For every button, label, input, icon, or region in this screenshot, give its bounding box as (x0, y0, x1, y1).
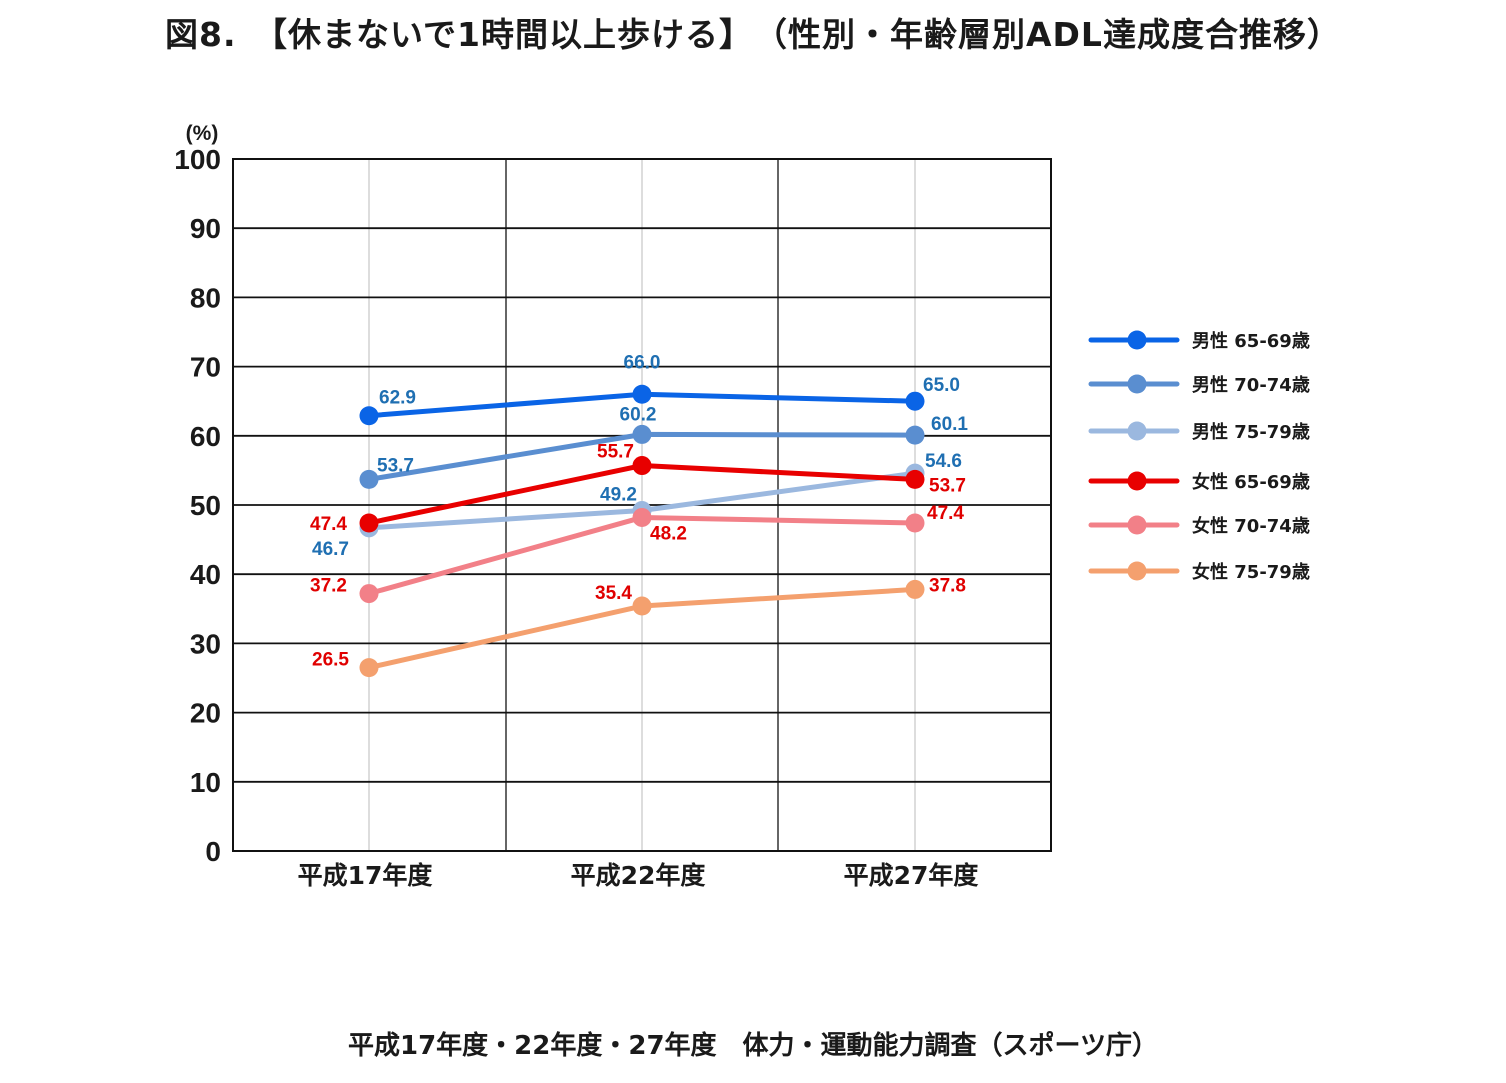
legend-label: 男性 70-74歳 (1192, 374, 1310, 396)
legend-item: 女性 65-69歳 (1088, 471, 1310, 493)
legend-item: 女性 75-79歳 (1088, 561, 1310, 583)
data-label: 46.7 (312, 539, 349, 560)
y-tick-label: 100 (174, 144, 221, 175)
data-point (905, 425, 925, 445)
legend-marker (1127, 561, 1147, 581)
legend-marker (1127, 374, 1147, 394)
legend-marker (1127, 421, 1147, 441)
y-tick-label: 20 (190, 698, 221, 729)
data-label: 62.9 (379, 388, 416, 409)
y-tick-label: 90 (190, 213, 221, 244)
data-point (632, 384, 652, 404)
series-4 (359, 456, 925, 533)
legend-label: 女性 65-69歳 (1192, 471, 1310, 493)
y-tick-label: 60 (190, 421, 221, 452)
data-label: 53.7 (929, 475, 966, 496)
data-labels: 62.9 66.0 65.0 53.7 60.2 60.1 46.7 49.2 54.6 47.4… (310, 352, 968, 670)
data-label: 49.2 (600, 485, 637, 506)
y-tick-label: 40 (190, 559, 221, 590)
series-group (359, 384, 925, 678)
data-label: 55.7 (597, 442, 634, 463)
plot-frame (232, 158, 1052, 852)
data-point (359, 658, 379, 678)
data-point (905, 391, 925, 411)
series-1 (359, 384, 925, 426)
legend-item: 男性 70-74歳 (1088, 374, 1310, 396)
data-label: 53.7 (377, 455, 414, 476)
data-label: 60.2 (620, 404, 657, 425)
legend-item: 男性 65-69歳 (1088, 330, 1310, 352)
data-label: 26.5 (312, 650, 349, 671)
data-label: 35.4 (595, 583, 632, 604)
data-label: 66.0 (624, 352, 661, 373)
legend-label: 男性 75-79歳 (1192, 421, 1310, 443)
x-tick-label: 平成17年度 (298, 861, 433, 890)
series-2 (359, 424, 925, 489)
legend-label: 女性 70-74歳 (1192, 515, 1310, 537)
data-point (905, 513, 925, 533)
data-label: 37.2 (310, 576, 347, 597)
chart-title: 図8. 【休まないで1時間以上歩ける】 （性別・年齢層別ADL達成度合推移） (165, 15, 1341, 54)
data-point (359, 469, 379, 489)
x-tick-label: 平成27年度 (844, 861, 979, 890)
data-point (632, 456, 652, 476)
y-tick-label: 70 (190, 352, 221, 383)
data-point (632, 424, 652, 444)
legend-label: 女性 75-79歳 (1192, 561, 1310, 583)
legend-item: 男性 75-79歳 (1088, 421, 1310, 443)
series-6 (359, 579, 925, 678)
legend-marker (1127, 515, 1147, 535)
legend-marker (1127, 471, 1147, 491)
y-tick-label: 50 (190, 490, 221, 521)
x-tick-label: 平成22年度 (571, 861, 706, 890)
data-label: 47.4 (310, 514, 347, 535)
y-axis-unit: (%) (186, 122, 219, 145)
data-point (905, 579, 925, 599)
y-tick-label: 30 (190, 628, 221, 659)
data-point (905, 469, 925, 489)
source-note: 平成17年度・22年度・27年度 体力・運動能力調査（スポーツ庁） (347, 1031, 1159, 1061)
legend-label: 男性 65-69歳 (1192, 330, 1310, 352)
data-point (632, 596, 652, 616)
data-point (359, 584, 379, 604)
y-tick-label: 80 (190, 282, 221, 313)
axes: 0 10 20 30 40 50 60 70 80 90 100(%) 平成17年度 平成22年度 平成2… (174, 122, 1052, 890)
legend-marker (1127, 330, 1147, 350)
data-point (359, 406, 379, 426)
data-label: 60.1 (931, 414, 968, 435)
data-label: 37.8 (929, 575, 966, 596)
data-label: 65.0 (923, 375, 960, 396)
data-point (632, 507, 652, 527)
y-tick-label: 0 (205, 836, 221, 867)
legend-item: 女性 70-74歳 (1088, 515, 1310, 537)
data-label: 47.4 (927, 503, 964, 524)
data-label: 54.6 (925, 451, 962, 472)
data-point (359, 513, 379, 533)
y-tick-label: 10 (190, 767, 221, 798)
data-label: 48.2 (650, 523, 687, 544)
series-5 (359, 507, 925, 604)
